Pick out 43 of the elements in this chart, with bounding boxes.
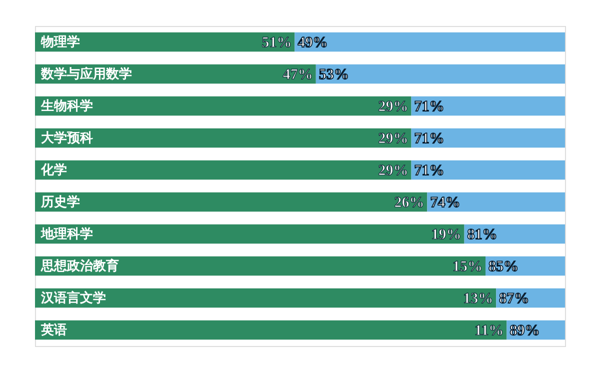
- y-tick-label: 物理学: [40, 35, 80, 50]
- data-label: 29%: [378, 131, 408, 147]
- bar: [35, 160, 412, 180]
- data-label: 13%: [463, 291, 494, 307]
- data-label: 26%: [394, 195, 424, 211]
- data-label: 29%: [378, 99, 408, 115]
- data-label: 49%: [298, 35, 328, 51]
- data-label: 47%: [282, 67, 313, 83]
- y-tick-label: 英语: [40, 323, 67, 338]
- data-label: 15%: [452, 259, 482, 275]
- bar: [411, 160, 565, 180]
- data-label: 74%: [430, 195, 460, 211]
- bar: [316, 64, 565, 84]
- data-label: 71%: [414, 163, 444, 179]
- data-label: 71%: [414, 99, 444, 115]
- bar: [427, 192, 565, 212]
- y-tick-label: 历史学: [40, 195, 80, 210]
- bar: [35, 192, 428, 212]
- bar: [35, 320, 507, 340]
- bar: [294, 32, 565, 52]
- data-label: 87%: [499, 291, 530, 307]
- data-label: 53%: [318, 67, 349, 83]
- data-label: 29%: [378, 163, 408, 179]
- data-label: 85%: [488, 259, 518, 275]
- y-tick-label: 化学: [40, 163, 67, 178]
- bar: [411, 96, 565, 116]
- bar: [411, 128, 565, 148]
- data-label: 51%: [262, 35, 292, 51]
- y-tick-label: 汉语言文学: [40, 290, 106, 306]
- data-label: 11%: [474, 323, 504, 339]
- y-tick-label: 数学与应用数学: [40, 66, 132, 82]
- bar: [35, 224, 464, 244]
- y-tick-label: 生物科学: [40, 99, 93, 114]
- data-label: 19%: [431, 227, 462, 243]
- bar: [35, 96, 412, 116]
- data-label: 89%: [510, 323, 540, 339]
- bar: [35, 288, 496, 308]
- y-tick-label: 地理科学: [40, 227, 93, 242]
- bar: [35, 128, 412, 148]
- y-tick-label: 思想政治教育: [40, 258, 119, 274]
- data-label: 81%: [467, 227, 498, 243]
- data-label: 71%: [414, 131, 444, 147]
- y-tick-label: 大学预科: [41, 131, 93, 146]
